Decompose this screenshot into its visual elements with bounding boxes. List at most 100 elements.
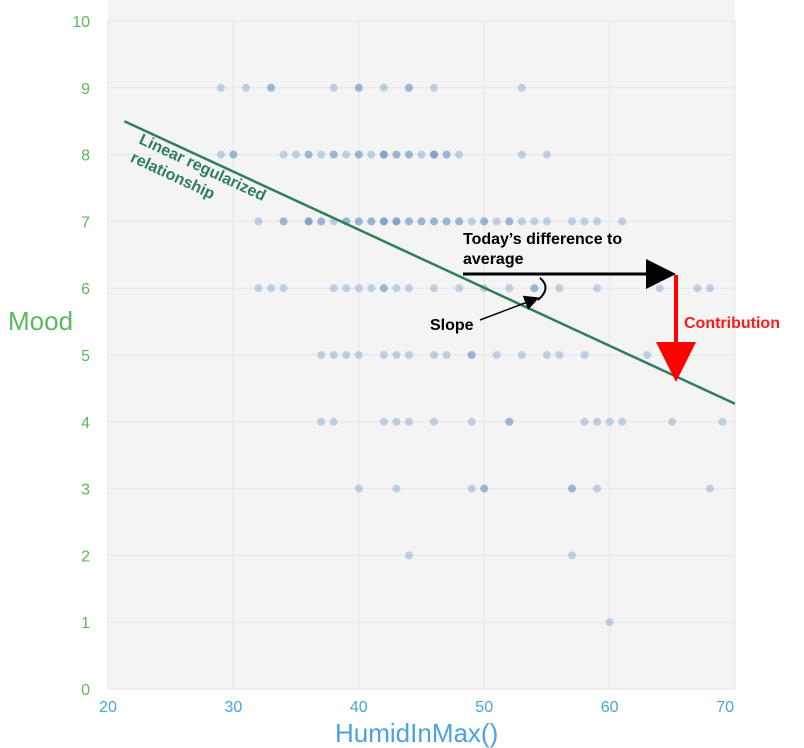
data-point bbox=[354, 83, 363, 92]
y-tick-label: 4 bbox=[81, 415, 90, 432]
data-point bbox=[693, 284, 702, 293]
data-point bbox=[580, 217, 589, 226]
data-point bbox=[267, 284, 276, 293]
data-point bbox=[304, 217, 313, 226]
data-point bbox=[517, 150, 526, 159]
data-point bbox=[229, 150, 238, 159]
data-point bbox=[279, 284, 288, 293]
data-point bbox=[567, 484, 576, 493]
data-point bbox=[342, 150, 351, 159]
data-point bbox=[705, 284, 714, 293]
data-point bbox=[542, 217, 551, 226]
data-point bbox=[392, 217, 401, 226]
data-point bbox=[367, 217, 376, 226]
data-point bbox=[605, 618, 614, 627]
data-point bbox=[404, 150, 413, 159]
x-tick-label: 20 bbox=[99, 699, 117, 716]
data-point bbox=[492, 351, 501, 359]
data-point bbox=[605, 417, 614, 426]
data-point bbox=[342, 284, 351, 293]
data-point bbox=[329, 351, 338, 359]
data-point bbox=[292, 150, 301, 159]
data-point bbox=[404, 83, 413, 92]
regression-line bbox=[123, 120, 736, 405]
y-tick-label: 0 bbox=[81, 682, 90, 699]
data-point bbox=[392, 217, 401, 226]
data-point bbox=[379, 217, 388, 226]
data-point bbox=[304, 150, 313, 159]
data-point bbox=[455, 217, 464, 226]
data-point bbox=[430, 83, 439, 92]
data-point bbox=[442, 217, 451, 226]
data-point bbox=[379, 150, 388, 159]
data-point bbox=[304, 217, 313, 226]
y-tick-label: 6 bbox=[81, 281, 90, 298]
data-point bbox=[430, 417, 439, 426]
data-point bbox=[317, 217, 326, 226]
data-points bbox=[216, 83, 727, 627]
y-tick-label: 1 bbox=[81, 615, 90, 632]
data-point bbox=[317, 351, 326, 359]
data-point bbox=[430, 150, 439, 159]
data-point bbox=[417, 150, 426, 159]
data-point bbox=[567, 551, 576, 560]
data-point bbox=[304, 150, 313, 159]
x-tick-label: 60 bbox=[601, 699, 619, 716]
data-point bbox=[379, 150, 388, 159]
data-point bbox=[404, 217, 413, 226]
data-point bbox=[555, 351, 564, 359]
data-point bbox=[442, 351, 451, 359]
data-point bbox=[254, 217, 263, 226]
y-tick-label: 10 bbox=[72, 14, 90, 31]
data-point bbox=[492, 217, 501, 226]
data-point bbox=[505, 417, 514, 426]
x-tick-label: 70 bbox=[716, 699, 734, 716]
data-point bbox=[354, 484, 363, 493]
data-point bbox=[417, 217, 426, 226]
data-point bbox=[404, 284, 413, 293]
data-point bbox=[467, 351, 476, 359]
data-point bbox=[542, 150, 551, 159]
x-tick-label: 40 bbox=[350, 699, 368, 716]
data-point bbox=[354, 150, 363, 159]
data-point bbox=[505, 217, 514, 226]
data-point bbox=[430, 351, 439, 359]
data-point bbox=[655, 284, 664, 293]
data-point bbox=[367, 150, 376, 159]
data-point bbox=[593, 217, 602, 226]
y-tick-label: 2 bbox=[81, 548, 90, 565]
x-axis-label: HumidInMax() bbox=[335, 718, 498, 748]
data-point bbox=[542, 351, 551, 359]
data-point bbox=[367, 284, 376, 293]
data-point bbox=[216, 150, 225, 159]
x-tick-label: 30 bbox=[225, 699, 243, 716]
data-point bbox=[354, 83, 363, 92]
data-point bbox=[467, 417, 476, 426]
y-tick-label: 7 bbox=[81, 214, 90, 231]
data-point bbox=[517, 217, 526, 226]
data-point bbox=[505, 284, 514, 293]
data-point bbox=[505, 417, 514, 426]
data-point bbox=[317, 217, 326, 226]
data-point bbox=[279, 150, 288, 159]
data-point bbox=[530, 284, 539, 293]
data-point bbox=[442, 217, 451, 226]
data-point bbox=[329, 150, 338, 159]
data-point bbox=[279, 217, 288, 226]
y-axis-label: Mood bbox=[8, 306, 73, 336]
data-point bbox=[379, 217, 388, 226]
data-point bbox=[379, 417, 388, 426]
data-point bbox=[392, 351, 401, 359]
data-point bbox=[618, 217, 627, 226]
data-point bbox=[317, 150, 326, 159]
y-tick-label: 3 bbox=[81, 482, 90, 499]
data-point bbox=[567, 217, 576, 226]
data-point bbox=[442, 150, 451, 159]
data-point bbox=[593, 284, 602, 293]
data-point bbox=[430, 217, 439, 226]
data-point bbox=[442, 150, 451, 159]
data-point bbox=[467, 217, 476, 226]
y-tick-label: 5 bbox=[81, 348, 90, 365]
y-tick-label: 8 bbox=[81, 148, 90, 165]
